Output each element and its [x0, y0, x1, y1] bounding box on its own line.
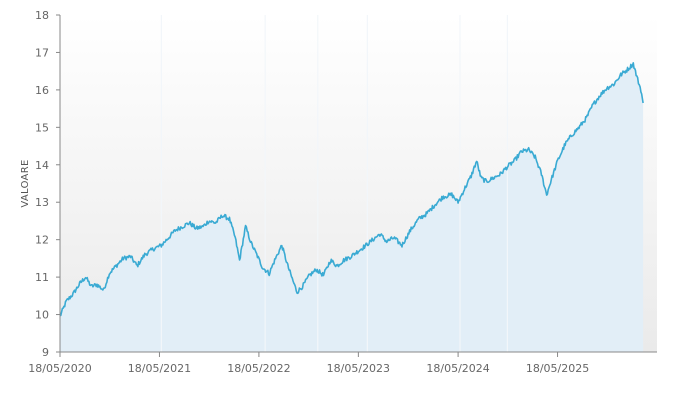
y-tick-label: 17 [35, 46, 49, 59]
series-area [60, 62, 644, 353]
y-tick-label: 11 [35, 271, 49, 284]
axes: 9 10 11 12 13 14 15 16 17 18 18/05/2020 18/05/2021 1… [28, 9, 657, 375]
x-tick-label: 18/05/2020 [28, 362, 91, 375]
date-bands [160, 15, 509, 352]
y-tick-label: 16 [35, 84, 49, 97]
y-tick-label: 13 [35, 196, 49, 209]
x-tick-label: 18/05/2023 [327, 362, 390, 375]
y-tick-label: 18 [35, 9, 49, 22]
x-tick-label: 18/05/2022 [227, 362, 290, 375]
y-tick-label: 14 [35, 159, 49, 172]
x-tick-label: 18/05/2024 [426, 362, 489, 375]
series-line [59, 62, 644, 317]
y-tick-label: 10 [35, 309, 49, 322]
y-tick-label: 12 [35, 234, 49, 247]
x-tick-label: 18/05/2025 [526, 362, 589, 375]
y-axis-label: VALOARE [20, 159, 31, 207]
y-tick-label: 9 [42, 346, 49, 359]
x-tick-label: 18/05/2021 [128, 362, 191, 375]
y-tick-label: 15 [35, 121, 49, 134]
